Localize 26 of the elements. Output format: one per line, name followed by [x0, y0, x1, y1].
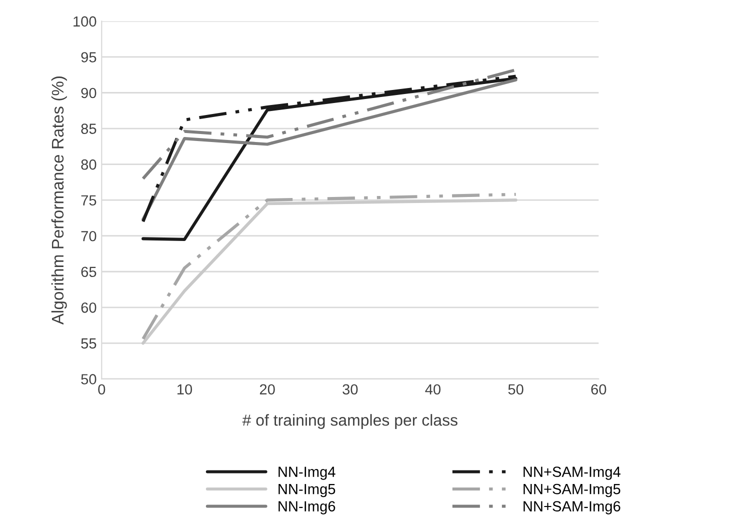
- legend-label: NN-Img4: [278, 466, 336, 480]
- y-tick-label: 50: [81, 374, 96, 384]
- x-tick-label: 30: [342, 384, 358, 395]
- y-tick-label: 60: [81, 302, 96, 313]
- y-tick-label: 75: [81, 195, 96, 206]
- y-tick-label: 55: [81, 338, 96, 349]
- legend-label: NN+SAM-Img6: [524, 501, 620, 514]
- legend-label: NN+SAM-Img5: [524, 484, 620, 498]
- x-axis-title: # of training samples per class: [242, 414, 458, 429]
- y-axis-title: Algorithm Performance Rates (%): [51, 76, 67, 325]
- x-tick-label: 50: [508, 384, 524, 395]
- x-tick-label: 0: [98, 384, 106, 395]
- y-tick-label: 65: [81, 266, 96, 278]
- y-tick-label: 100: [74, 16, 96, 27]
- y-tick-label: 85: [81, 124, 96, 134]
- y-tick-label: 90: [81, 88, 96, 98]
- y-tick-label: 80: [81, 159, 96, 170]
- legend-label: NN-Img6: [278, 501, 336, 514]
- legend-label: NN+SAM-Img4: [524, 466, 620, 480]
- x-tick-label: 60: [591, 384, 606, 395]
- x-tick-label: 20: [260, 384, 275, 395]
- legend-label: NN-Img5: [278, 484, 336, 498]
- y-tick-label: 70: [81, 230, 96, 242]
- x-tick-label: 40: [425, 384, 441, 395]
- y-tick-label: 95: [81, 52, 96, 62]
- x-tick-label: 10: [177, 384, 192, 395]
